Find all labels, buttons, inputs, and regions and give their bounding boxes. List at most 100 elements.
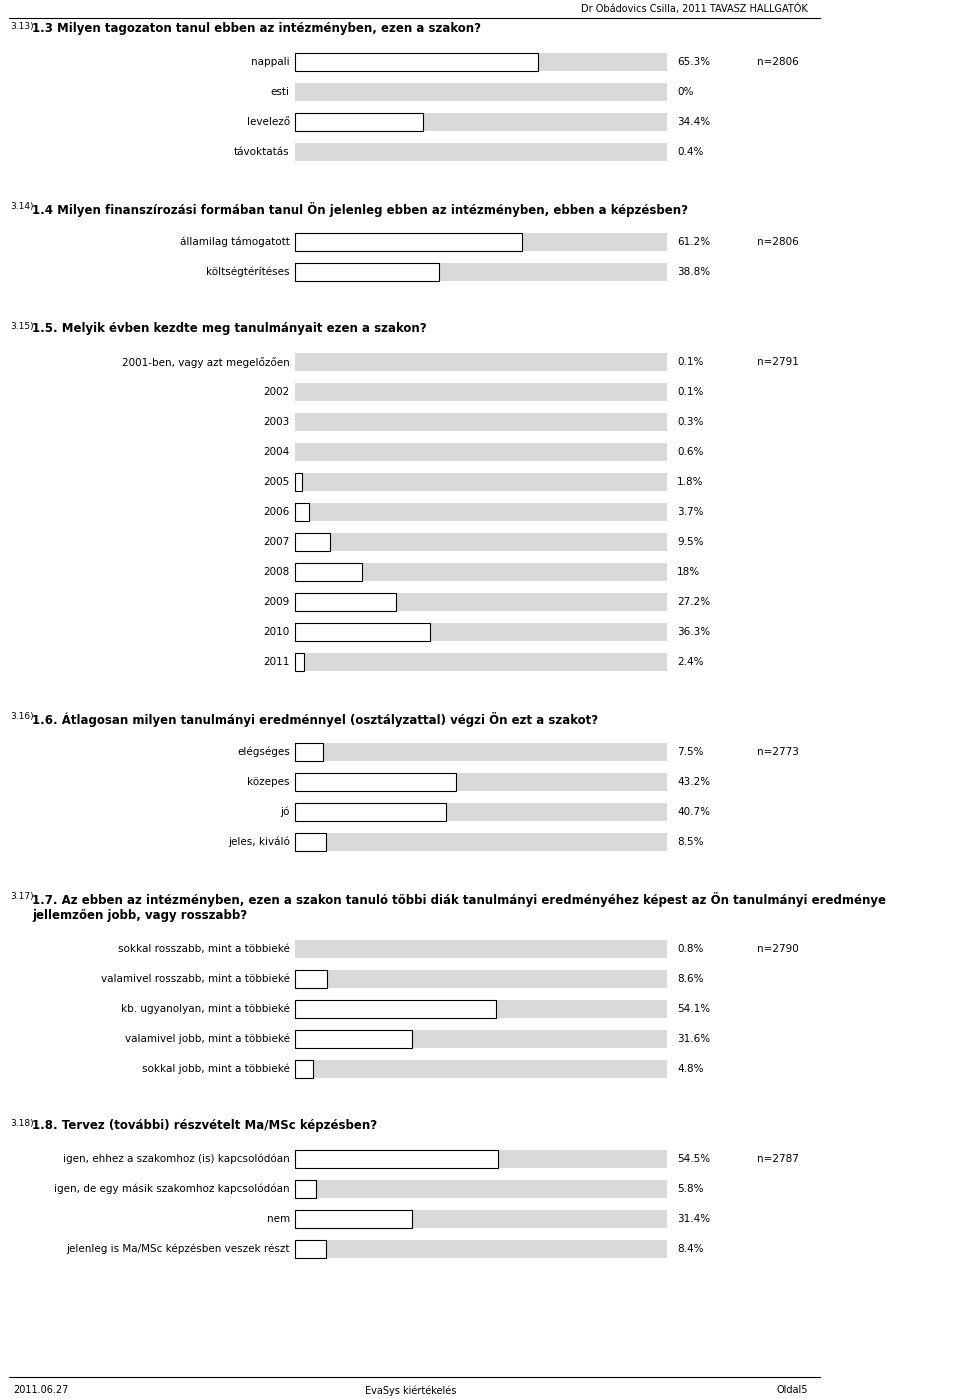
Text: államilag támogatott: államilag támogatott (180, 236, 290, 248)
FancyBboxPatch shape (295, 53, 666, 71)
FancyBboxPatch shape (295, 653, 303, 672)
Text: sokkal rosszabb, mint a többieké: sokkal rosszabb, mint a többieké (118, 944, 290, 954)
Text: 2007: 2007 (263, 537, 290, 547)
FancyBboxPatch shape (295, 143, 666, 161)
Text: valamivel rosszabb, mint a többieké: valamivel rosszabb, mint a többieké (101, 974, 290, 983)
Text: n=2790: n=2790 (757, 944, 799, 954)
FancyBboxPatch shape (295, 1060, 666, 1079)
Text: Oldal5: Oldal5 (777, 1385, 807, 1395)
FancyBboxPatch shape (295, 940, 666, 958)
Text: 2006: 2006 (263, 508, 290, 518)
FancyBboxPatch shape (295, 473, 666, 491)
Text: 1.5. Melyik évben kezdte meg tanulmányait ezen a szakon?: 1.5. Melyik évben kezdte meg tanulmányai… (33, 322, 427, 336)
Text: 5.8%: 5.8% (677, 1184, 704, 1193)
FancyBboxPatch shape (295, 832, 326, 851)
Text: jeles, kiváló: jeles, kiváló (228, 837, 290, 848)
Text: 38.8%: 38.8% (677, 267, 710, 277)
Text: jó: jó (280, 807, 290, 817)
Text: n=2773: n=2773 (757, 747, 799, 757)
Text: 27.2%: 27.2% (677, 597, 710, 607)
FancyBboxPatch shape (295, 803, 666, 821)
FancyBboxPatch shape (295, 774, 666, 790)
Text: 2010: 2010 (263, 627, 290, 637)
Text: 3.14): 3.14) (11, 203, 34, 211)
Text: 3.7%: 3.7% (677, 508, 704, 518)
Text: nappali: nappali (252, 57, 290, 67)
Text: 40.7%: 40.7% (677, 807, 710, 817)
FancyBboxPatch shape (295, 1150, 497, 1168)
FancyBboxPatch shape (295, 1060, 313, 1079)
Text: sokkal jobb, mint a többieké: sokkal jobb, mint a többieké (142, 1063, 290, 1074)
Text: 0.3%: 0.3% (677, 417, 704, 427)
FancyBboxPatch shape (295, 473, 301, 491)
Text: 1.6. Átlagosan milyen tanulmányi eredménnyel (osztályzattal) végzi Ön ezt a szak: 1.6. Átlagosan milyen tanulmányi eredmén… (33, 712, 599, 727)
Text: távoktatás: távoktatás (234, 147, 290, 157)
Text: 0.1%: 0.1% (677, 388, 704, 397)
FancyBboxPatch shape (295, 1000, 496, 1018)
Text: 1.8. Tervez (további) részvételt Ma/MSc képzésben?: 1.8. Tervez (további) részvételt Ma/MSc … (33, 1119, 377, 1132)
FancyBboxPatch shape (295, 970, 666, 988)
Text: elégséges: elégséges (237, 747, 290, 757)
FancyBboxPatch shape (295, 743, 666, 761)
FancyBboxPatch shape (295, 263, 439, 281)
FancyBboxPatch shape (295, 83, 666, 101)
Text: esti: esti (271, 87, 290, 97)
Text: 0.4%: 0.4% (677, 147, 704, 157)
Text: 2008: 2008 (263, 567, 290, 578)
Text: 2003: 2003 (263, 417, 290, 427)
Text: 36.3%: 36.3% (677, 627, 710, 637)
Text: 2001-ben, vagy azt megelőzően: 2001-ben, vagy azt megelőzően (122, 357, 290, 368)
Text: 1.8%: 1.8% (677, 477, 704, 487)
Text: 9.5%: 9.5% (677, 537, 704, 547)
FancyBboxPatch shape (295, 383, 666, 402)
Text: 0.6%: 0.6% (677, 448, 704, 457)
Text: kb. ugyanolyan, mint a többieké: kb. ugyanolyan, mint a többieké (121, 1004, 290, 1014)
Text: 2002: 2002 (263, 388, 290, 397)
Text: n=2806: n=2806 (757, 57, 799, 67)
Text: 7.5%: 7.5% (677, 747, 704, 757)
Text: EvaSys kiértékelés: EvaSys kiértékelés (365, 1385, 456, 1395)
Text: 43.2%: 43.2% (677, 776, 710, 788)
FancyBboxPatch shape (295, 504, 666, 522)
Text: költségtérítéses: költségtérítéses (206, 267, 290, 277)
Text: 1.3 Milyen tagozaton tanul ebben az intézményben, ezen a szakon?: 1.3 Milyen tagozaton tanul ebben az inté… (33, 22, 482, 35)
Text: jelenleg is Ma/MSc képzésben veszek részt: jelenleg is Ma/MSc képzésben veszek rész… (66, 1244, 290, 1255)
Text: 8.4%: 8.4% (677, 1244, 704, 1254)
FancyBboxPatch shape (295, 504, 309, 522)
Text: 31.6%: 31.6% (677, 1034, 710, 1044)
Text: 4.8%: 4.8% (677, 1065, 704, 1074)
Text: 65.3%: 65.3% (677, 57, 710, 67)
FancyBboxPatch shape (295, 1240, 326, 1258)
FancyBboxPatch shape (295, 970, 326, 988)
FancyBboxPatch shape (295, 774, 455, 790)
FancyBboxPatch shape (295, 113, 666, 132)
Text: 2011: 2011 (263, 658, 290, 667)
Text: 3.16): 3.16) (11, 712, 34, 720)
FancyBboxPatch shape (295, 533, 666, 551)
FancyBboxPatch shape (295, 443, 666, 462)
Text: 54.5%: 54.5% (677, 1154, 710, 1164)
FancyBboxPatch shape (295, 832, 666, 851)
FancyBboxPatch shape (295, 743, 323, 761)
Text: 8.6%: 8.6% (677, 974, 704, 983)
Text: 3.13): 3.13) (11, 22, 34, 31)
FancyBboxPatch shape (295, 1000, 666, 1018)
FancyBboxPatch shape (295, 1210, 412, 1228)
FancyBboxPatch shape (295, 53, 538, 71)
Text: igen, ehhez a szakomhoz (is) kapcsolódóan: igen, ehhez a szakomhoz (is) kapcsolódóa… (63, 1154, 290, 1164)
FancyBboxPatch shape (295, 1179, 666, 1198)
FancyBboxPatch shape (295, 623, 430, 641)
FancyBboxPatch shape (295, 1210, 666, 1228)
FancyBboxPatch shape (295, 234, 666, 252)
FancyBboxPatch shape (295, 1030, 413, 1048)
FancyBboxPatch shape (295, 234, 522, 252)
Text: 0.1%: 0.1% (677, 357, 704, 367)
Text: 31.4%: 31.4% (677, 1214, 710, 1224)
FancyBboxPatch shape (295, 803, 446, 821)
Text: n=2806: n=2806 (757, 238, 799, 248)
Text: 1.7. Az ebben az intézményben, ezen a szakon tanuló többi diák tanulmányi eredmé: 1.7. Az ebben az intézményben, ezen a sz… (33, 893, 886, 907)
Text: 2.4%: 2.4% (677, 658, 704, 667)
FancyBboxPatch shape (295, 1240, 666, 1258)
Text: 54.1%: 54.1% (677, 1004, 710, 1014)
FancyBboxPatch shape (295, 564, 362, 581)
